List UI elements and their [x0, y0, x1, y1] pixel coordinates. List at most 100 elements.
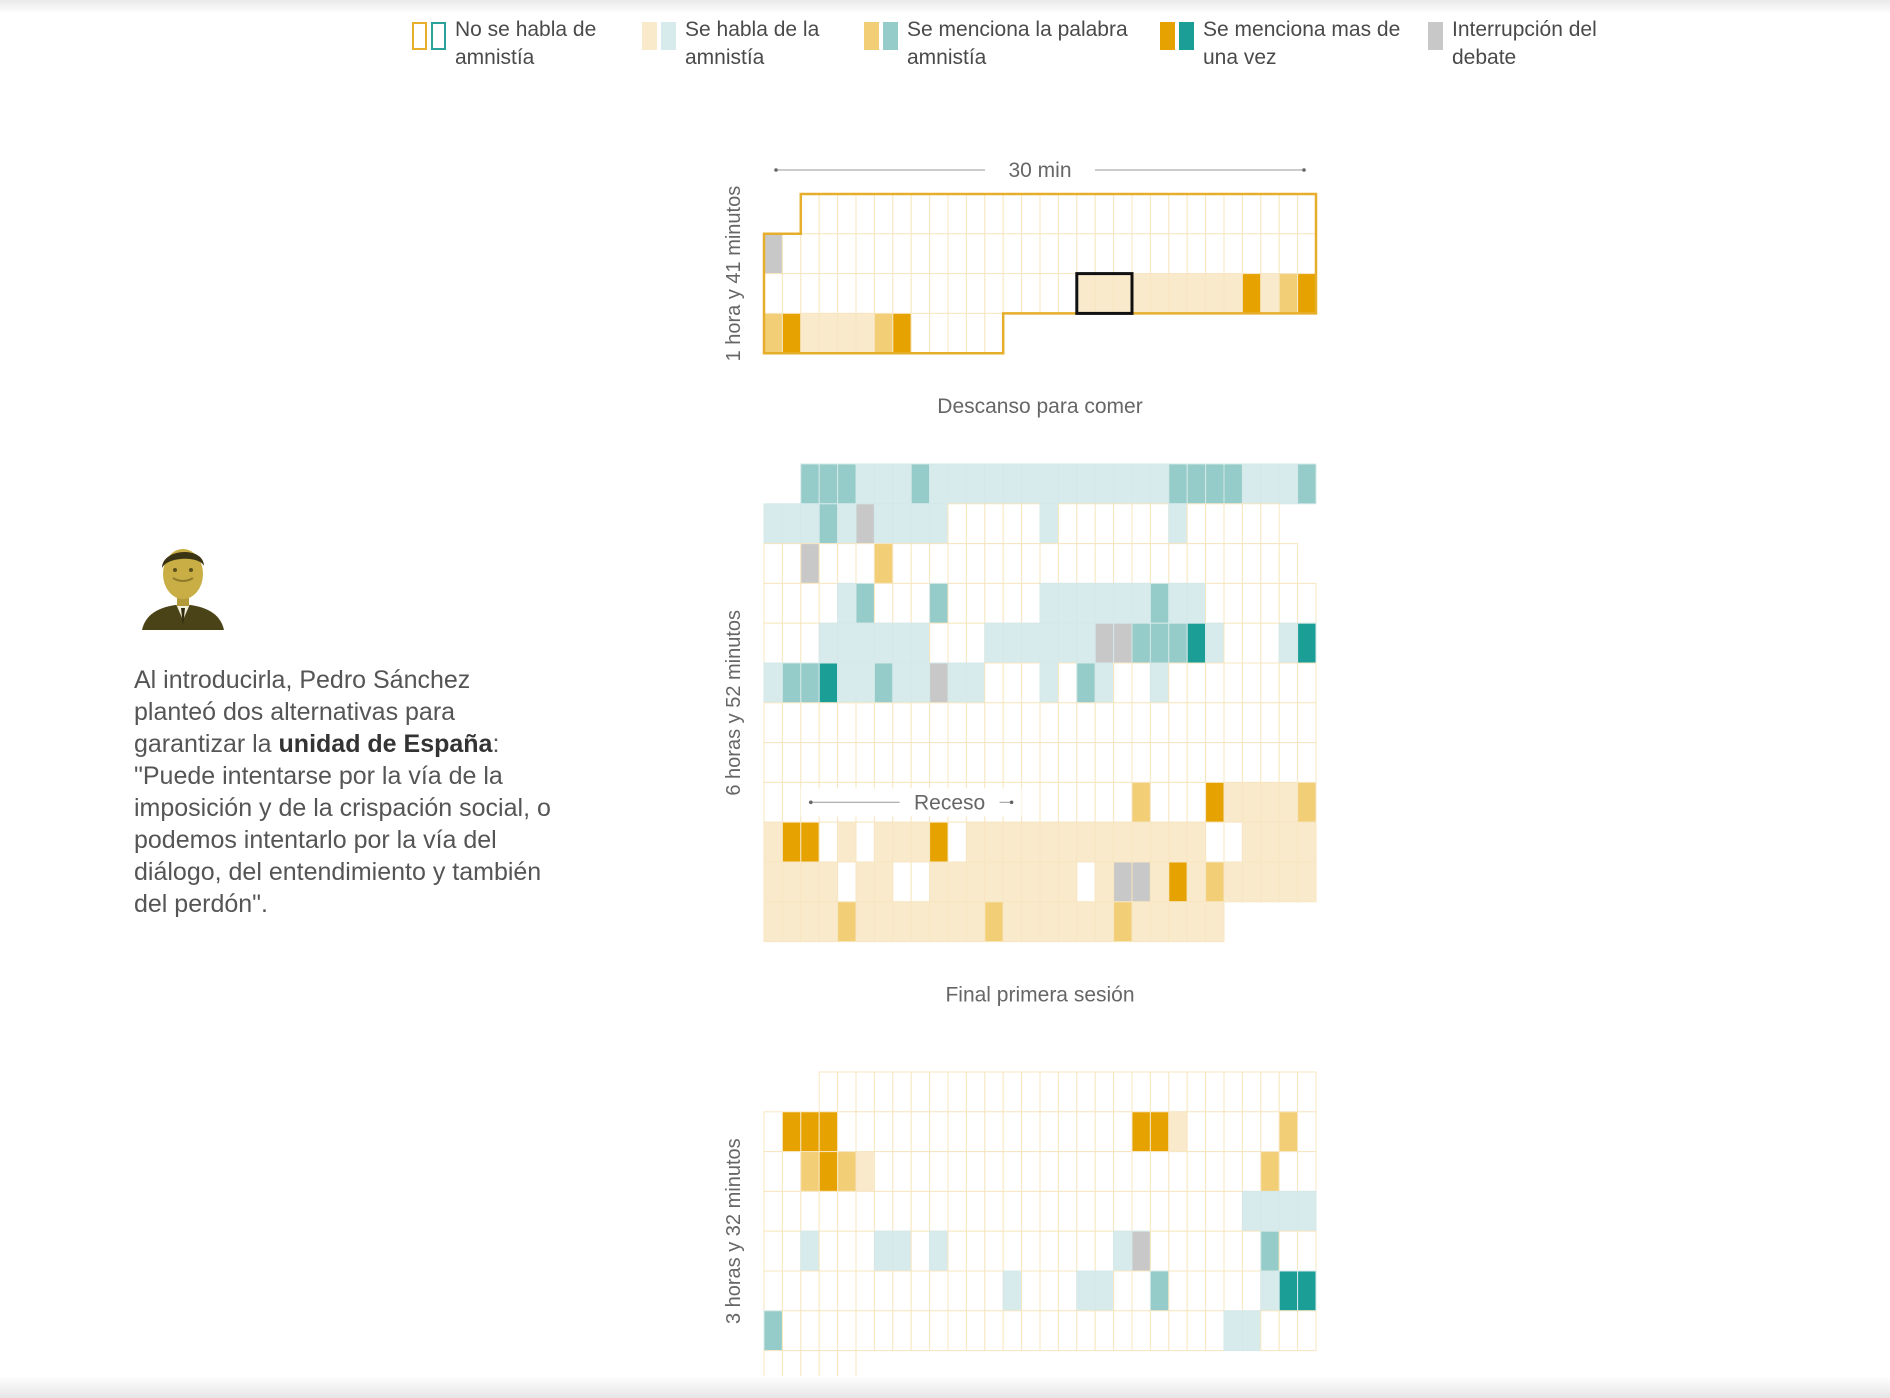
heatmap-cell: [1021, 1270, 1041, 1312]
heatmap-cell: [1002, 233, 1023, 275]
heatmap-cell: [1168, 233, 1188, 275]
legend-swatch-amber: [864, 22, 879, 50]
heatmap-cell: [1186, 463, 1207, 505]
heatmap-cell: [837, 1111, 857, 1153]
heatmap-cell: [1297, 1190, 1317, 1232]
heatmap-cell: [965, 503, 986, 545]
heatmap-cell: [1241, 781, 1262, 823]
heatmap-cell: [763, 1310, 783, 1352]
inner-end-right: [1009, 800, 1014, 805]
heatmap-cell: [1241, 582, 1262, 624]
heatmap-cell: [1223, 781, 1243, 823]
heatmap-cell: [1205, 821, 1225, 863]
heatmap-cell: [781, 233, 802, 275]
heatmap-cell: [984, 1310, 1004, 1352]
heatmap-cell: [818, 193, 839, 235]
heatmap-cell: [781, 662, 802, 704]
heatmap-cell: [1057, 1270, 1078, 1312]
heatmap-cell: [1039, 1071, 1059, 1113]
heatmap-cell: [892, 901, 912, 943]
heatmap-cell: [984, 702, 1004, 744]
heatmap-cell: [1223, 622, 1243, 664]
heatmap-cell: [1002, 1270, 1023, 1312]
heatmap-cell: [1149, 742, 1170, 783]
heatmap-cell: [1168, 463, 1188, 505]
heatmap-cell: [1297, 821, 1317, 863]
heatmap-cell: [1168, 273, 1188, 314]
heatmap-cell: [1076, 543, 1096, 584]
heatmap-cell: [984, 821, 1004, 863]
heatmap-cell: [965, 901, 986, 943]
heatmap-cell: [1223, 1111, 1243, 1153]
heatmap-cell: [1186, 662, 1207, 704]
heatmap-cell: [837, 622, 857, 664]
heatmap-cell: [1076, 742, 1096, 783]
heatmap-cell: [1131, 1190, 1151, 1232]
heatmap-cell: [1260, 582, 1280, 624]
heatmap-cell: [1149, 821, 1170, 863]
inner-end-left: [809, 800, 813, 805]
heatmap-cell: [837, 463, 857, 505]
heatmap-cell: [910, 312, 931, 354]
heatmap-cell: [1149, 1270, 1170, 1312]
heatmap-cell: [1113, 273, 1133, 314]
heatmap-cell: [1039, 503, 1059, 545]
heatmap-cell: [1241, 1230, 1262, 1272]
heatmap-cell: [1260, 1270, 1280, 1312]
heatmap-cell: [818, 1230, 839, 1272]
heatmap-cell: [1131, 503, 1151, 545]
heatmap-cell: [1002, 503, 1023, 545]
heatmap-cell: [1260, 821, 1280, 863]
heatmap-cell: [1260, 861, 1280, 903]
heatmap-cell: [984, 742, 1004, 783]
heatmap-cell: [1094, 861, 1115, 903]
legend-swatch-teal: [1179, 22, 1194, 50]
heatmap-cell: [837, 1270, 857, 1312]
heatmap-cell: [1002, 463, 1023, 505]
heatmap-cell: [1002, 821, 1023, 863]
scale-end-right: [1302, 168, 1306, 172]
heatmap-cell: [818, 1190, 839, 1232]
heatmap-cell: [1094, 702, 1115, 744]
heatmap-cell: [929, 582, 949, 624]
heatmap-cell: [1260, 742, 1280, 783]
heatmap-cell: [947, 742, 967, 783]
heatmap-cell: [855, 233, 875, 275]
heatmap-cell: [1260, 1071, 1280, 1113]
heatmap-cell: [947, 1111, 967, 1153]
heatmap-cell: [1205, 273, 1225, 314]
heatmap-cell: [1168, 1230, 1188, 1272]
heatmap-cell: [947, 312, 967, 354]
heatmap-cell: [1149, 1310, 1170, 1352]
heatmap-cell: [781, 1270, 802, 1312]
heatmap-cell: [1186, 1230, 1207, 1272]
heatmap-cell: [873, 543, 894, 584]
heatmap-cell: [1205, 193, 1225, 235]
heatmap-cell: [892, 503, 912, 545]
legend-swatch-amber: [642, 22, 657, 50]
heatmap-cell: [837, 742, 857, 783]
heatmap-cell: [1260, 273, 1280, 314]
heatmap-cell: [855, 742, 875, 783]
heatmap-cell: [892, 861, 912, 903]
heatmap-cell: [1057, 662, 1078, 704]
heatmap-cell: [965, 582, 986, 624]
heatmap-cell: [763, 1111, 783, 1153]
heatmap-cell: [1186, 781, 1207, 823]
heatmap-cell: [929, 1190, 949, 1232]
heatmap-cell: [800, 1111, 820, 1153]
heatmap-cell: [1260, 702, 1280, 744]
heatmap-cell: [781, 543, 802, 584]
heatmap-cell: [1278, 861, 1299, 903]
heatmap-cell: [1223, 662, 1243, 704]
heatmap-cell: [1223, 273, 1243, 314]
heatmap-cell: [818, 901, 839, 943]
heatmap-cell: [818, 1270, 839, 1312]
heatmap-cell: [947, 1151, 967, 1192]
heatmap-cell: [855, 821, 875, 863]
heatmap-cell: [1149, 861, 1170, 903]
heatmap-cell: [800, 742, 820, 783]
heatmap-cell: [1186, 821, 1207, 863]
heatmap-cell: [1223, 582, 1243, 624]
heatmap-cell: [1297, 1270, 1317, 1312]
